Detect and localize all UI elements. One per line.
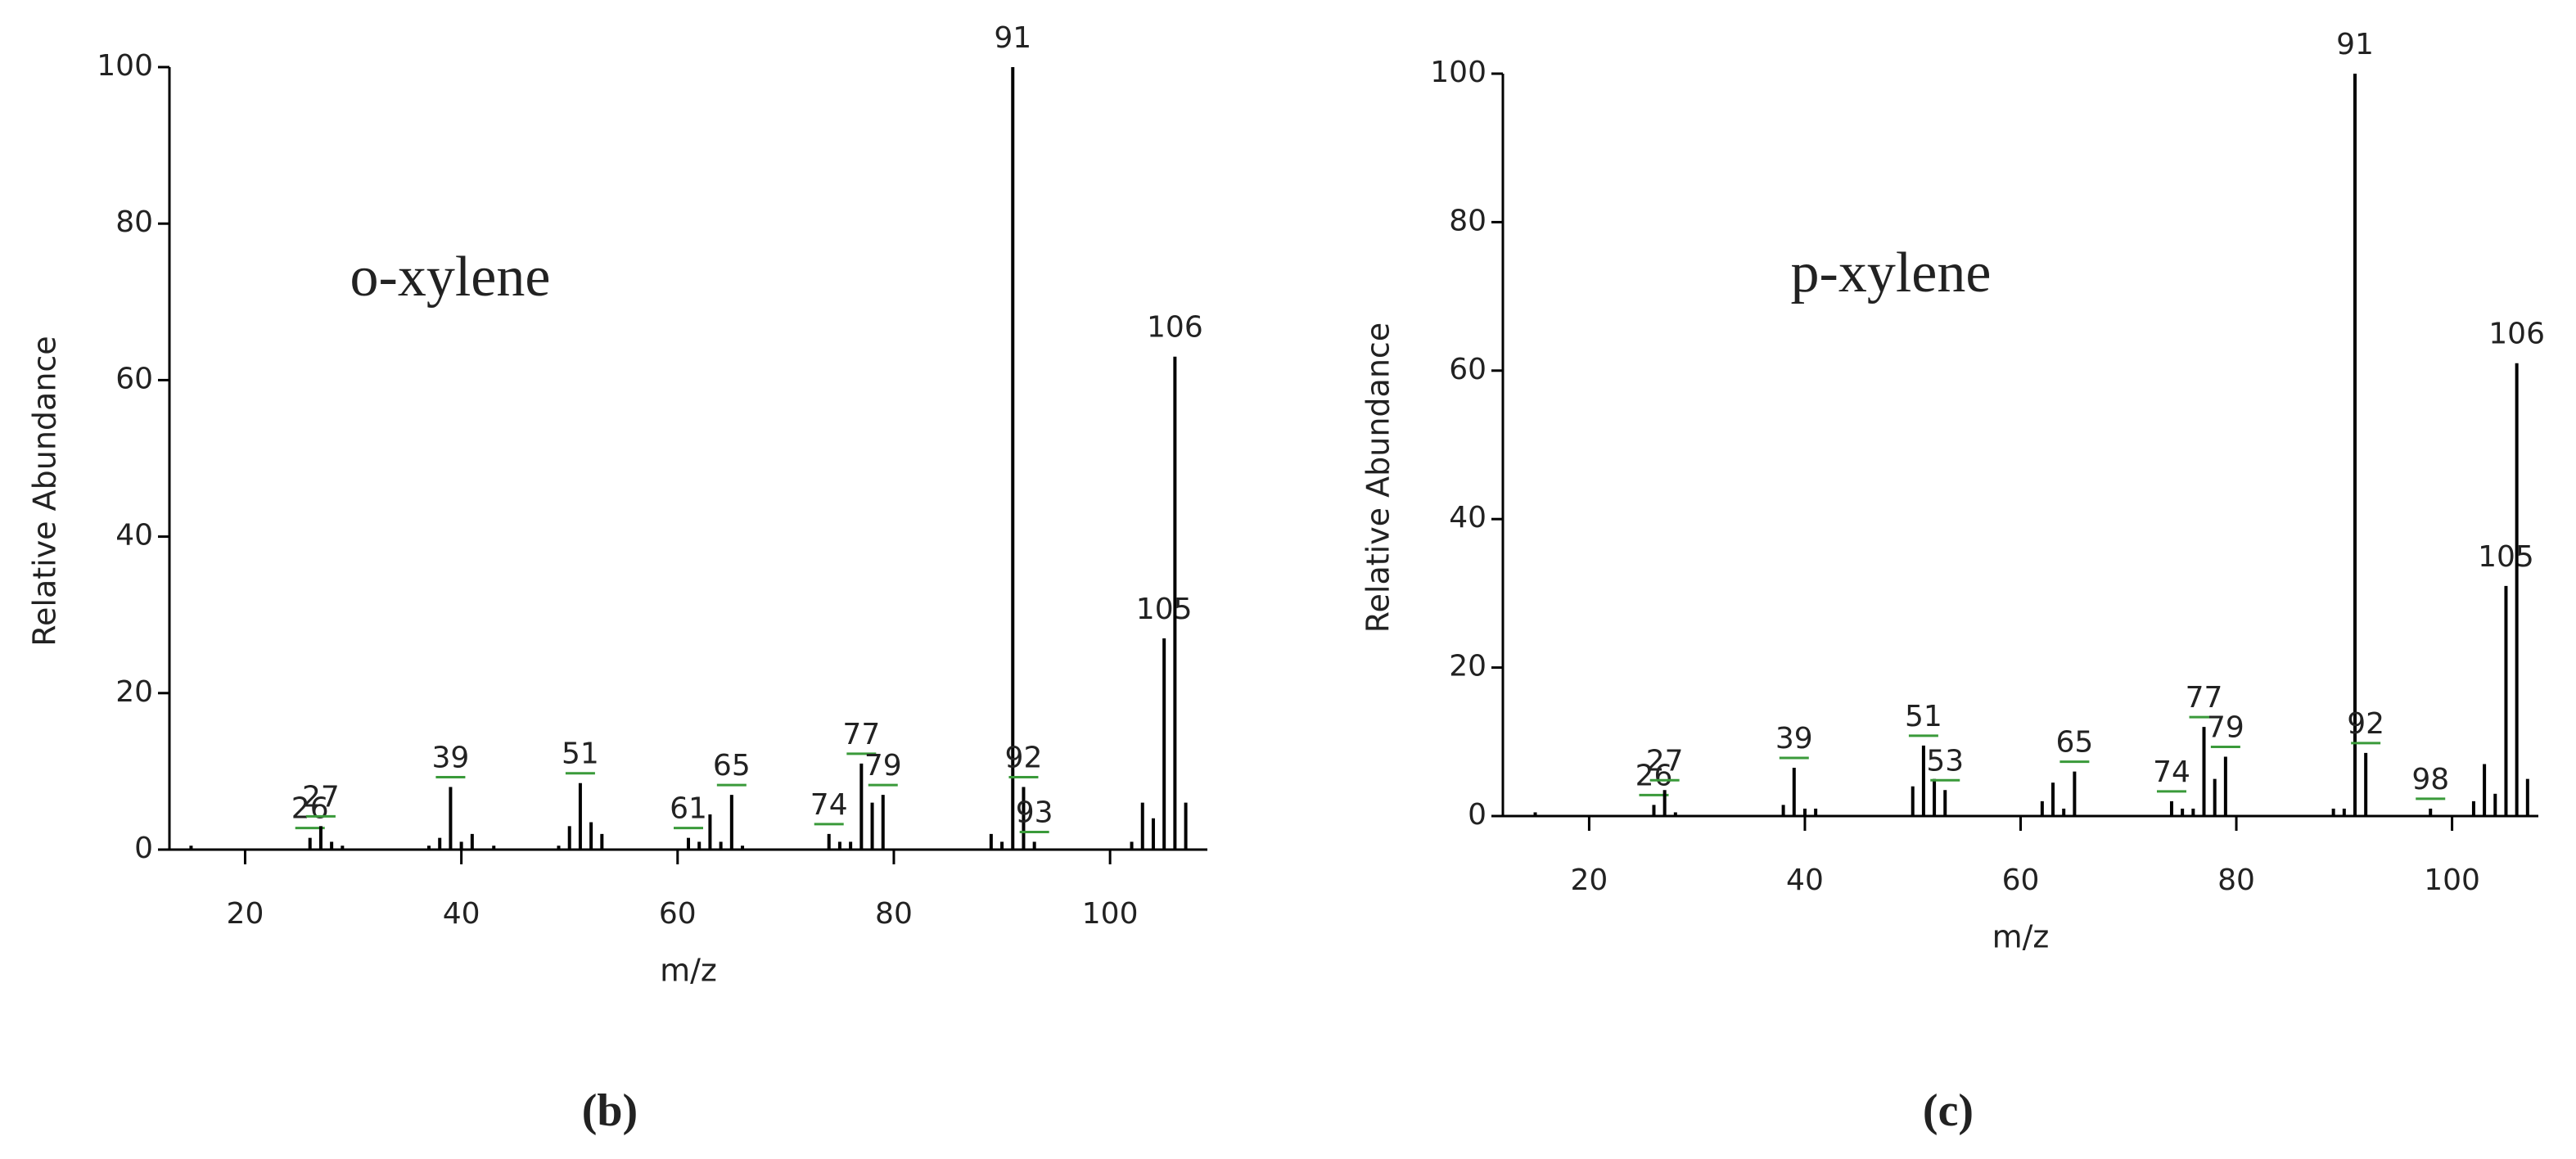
y-tick-label: 60 (1449, 353, 1487, 386)
x-tick-label: 100 (1082, 897, 1139, 931)
y-tick-label: 100 (1430, 56, 1487, 89)
x-tick-label: 20 (227, 897, 264, 931)
peak-label: 93 (1016, 796, 1053, 829)
peak-label: 39 (432, 742, 470, 775)
peak-label: 105 (2478, 540, 2534, 574)
y-tick-label: 80 (1449, 204, 1487, 237)
peak-label: 98 (2411, 763, 2449, 796)
peak-label: 106 (2488, 318, 2545, 351)
y-tick-label: 40 (115, 519, 153, 552)
peak-label: 77 (2186, 681, 2223, 715)
peak-label: 51 (562, 737, 599, 771)
y-tick-label: 80 (115, 205, 153, 239)
x-tick-label: 80 (2217, 864, 2255, 897)
y-tick-label: 60 (115, 362, 153, 395)
peak-label: 27 (302, 780, 340, 814)
peak-label: 65 (713, 749, 751, 782)
panel-label: (c) (1923, 1085, 1974, 1136)
x-tick-label: 60 (2002, 864, 2040, 897)
y-tick-label: 20 (115, 675, 153, 709)
x-tick-label: 80 (875, 897, 913, 931)
x-tick-label: 60 (659, 897, 697, 931)
peak-label: 105 (1136, 593, 1193, 626)
x-axis-title: m/z (1992, 919, 2050, 955)
y-tick-label: 0 (1468, 798, 1487, 832)
peak-label: 26 (1635, 759, 1673, 792)
peak-label: 74 (2153, 755, 2190, 789)
x-tick-label: 20 (1571, 864, 1608, 897)
peak-label: 91 (2336, 28, 2374, 61)
x-tick-label: 100 (2424, 864, 2480, 897)
y-tick-label: 20 (1449, 650, 1487, 683)
compound-name: p-xylene (1791, 241, 1992, 304)
y-tick-label: 40 (1449, 501, 1487, 534)
peak-label: 53 (1926, 744, 1964, 778)
peak-label: 91 (994, 21, 1031, 55)
peak-label: 79 (2207, 710, 2244, 744)
peak-label: 74 (810, 788, 848, 822)
y-axis-title: Relative Abundance (1360, 322, 1396, 633)
peak-label: 92 (1005, 742, 1043, 775)
peak-label: 39 (1775, 722, 1813, 755)
peak-label: 27 (1646, 744, 1684, 778)
y-axis-title: Relative Abundance (27, 336, 63, 646)
peak-label: 26 (291, 792, 329, 826)
compound-name: o-xylene (350, 246, 551, 309)
peak-label: 61 (670, 792, 707, 826)
x-axis-title: m/z (660, 953, 717, 989)
y-tick-label: 100 (97, 49, 153, 83)
peak-label: 51 (1905, 700, 1942, 733)
x-tick-label: 40 (443, 897, 480, 931)
peak-label: 92 (2347, 707, 2384, 741)
peak-label: 106 (1147, 311, 1203, 345)
peak-label: 77 (842, 718, 880, 751)
panel-label: (b) (582, 1085, 638, 1136)
y-tick-label: 0 (134, 832, 153, 865)
x-tick-label: 40 (1786, 864, 1824, 897)
peak-label: 65 (2055, 726, 2093, 760)
peak-label: 79 (864, 749, 902, 782)
